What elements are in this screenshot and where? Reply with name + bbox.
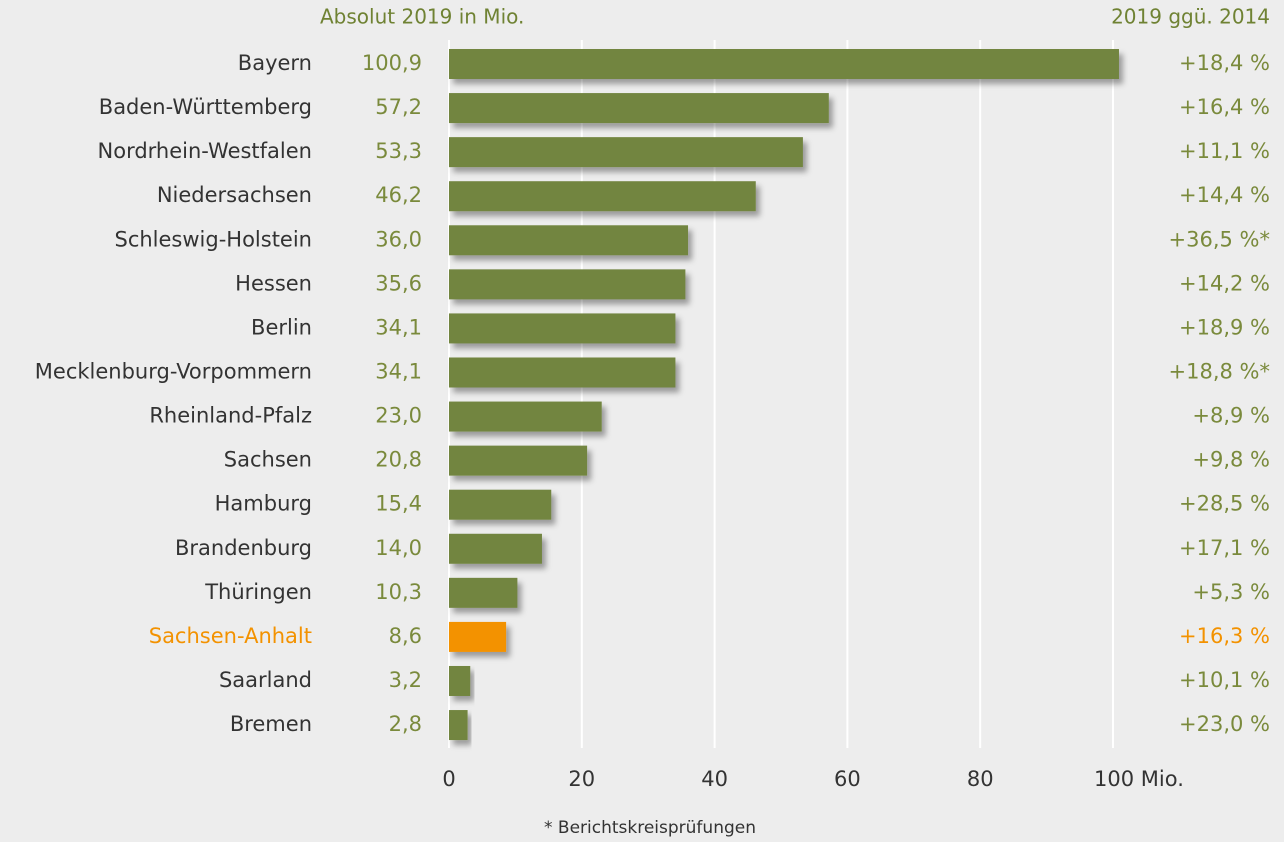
category-label: Hamburg [215, 492, 312, 516]
change-label: +18,4 % [1179, 51, 1270, 75]
value-label: 3,2 [389, 668, 422, 692]
change-label: +36,5 %* [1169, 227, 1270, 251]
change-label: +9,8 % [1192, 448, 1270, 472]
change-label: +10,1 % [1179, 668, 1270, 692]
footnote: * Berichtskreisprüfungen [544, 818, 756, 838]
value-header: Absolut 2019 in Mio. [320, 5, 524, 29]
change-label: +11,1 % [1179, 139, 1270, 163]
category-label: Bayern [238, 51, 312, 75]
bar [449, 225, 689, 256]
bar [449, 269, 686, 300]
value-label: 14,0 [375, 536, 422, 560]
value-label: 100,9 [362, 51, 422, 75]
category-label: Mecklenburg-Vorpommern [35, 359, 312, 383]
change-label: +8,9 % [1192, 404, 1270, 428]
change-label: +28,5 % [1179, 492, 1270, 516]
value-label: 2,8 [389, 712, 422, 736]
bar [449, 181, 756, 212]
bar [449, 621, 507, 652]
category-label: Thüringen [204, 580, 312, 604]
bar [449, 93, 829, 124]
category-label: Sachsen [224, 448, 312, 472]
category-label: Bremen [230, 712, 312, 736]
bar [449, 533, 542, 564]
value-label: 34,1 [375, 359, 422, 383]
bar [449, 489, 552, 520]
change-label: +5,3 % [1192, 580, 1270, 604]
value-label: 20,8 [375, 448, 422, 472]
bar [449, 357, 676, 388]
bar [449, 401, 602, 432]
category-label: Rheinland-Pfalz [149, 404, 312, 428]
value-label: 36,0 [375, 227, 422, 251]
change-label: +18,9 % [1179, 315, 1270, 339]
change-label: +14,2 % [1179, 271, 1270, 295]
bar [449, 665, 471, 696]
category-label: Saarland [219, 668, 312, 692]
x-tick-label: 60 [834, 767, 861, 791]
change-header: 2019 ggü. 2014 [1111, 5, 1270, 29]
category-label: Niedersachsen [157, 183, 312, 207]
value-label: 23,0 [375, 404, 422, 428]
x-tick-label: 0 [442, 767, 455, 791]
value-label: 34,1 [375, 315, 422, 339]
value-label: 35,6 [375, 271, 422, 295]
x-tick-label: 20 [568, 767, 595, 791]
category-label: Berlin [251, 315, 312, 339]
change-label: +23,0 % [1179, 712, 1270, 736]
bar [449, 313, 676, 344]
change-label: +14,4 % [1179, 183, 1270, 207]
category-label: Hessen [235, 271, 312, 295]
change-label: +17,1 % [1179, 536, 1270, 560]
category-label: Schleswig-Holstein [114, 227, 312, 251]
value-label: 10,3 [375, 580, 422, 604]
change-label: +18,8 %* [1169, 359, 1270, 383]
bar [449, 577, 518, 608]
change-label: +16,4 % [1179, 95, 1270, 119]
bar [449, 445, 588, 476]
bar [449, 137, 803, 168]
x-tick-label: 40 [701, 767, 728, 791]
value-label: 53,3 [375, 139, 422, 163]
category-label: Sachsen-Anhalt [149, 624, 312, 648]
change-label: +16,3 % [1179, 624, 1270, 648]
value-label: 15,4 [375, 492, 422, 516]
x-tick-label: 100 Mio. [1094, 767, 1184, 791]
x-tick-label: 80 [967, 767, 994, 791]
bar [449, 710, 468, 741]
value-label: 8,6 [389, 624, 422, 648]
value-label: 46,2 [375, 183, 422, 207]
bar [449, 49, 1119, 79]
category-label: Brandenburg [175, 536, 312, 560]
value-label: 57,2 [375, 95, 422, 119]
category-label: Baden-Württemberg [99, 95, 312, 119]
category-label: Nordrhein-Westfalen [98, 139, 312, 163]
